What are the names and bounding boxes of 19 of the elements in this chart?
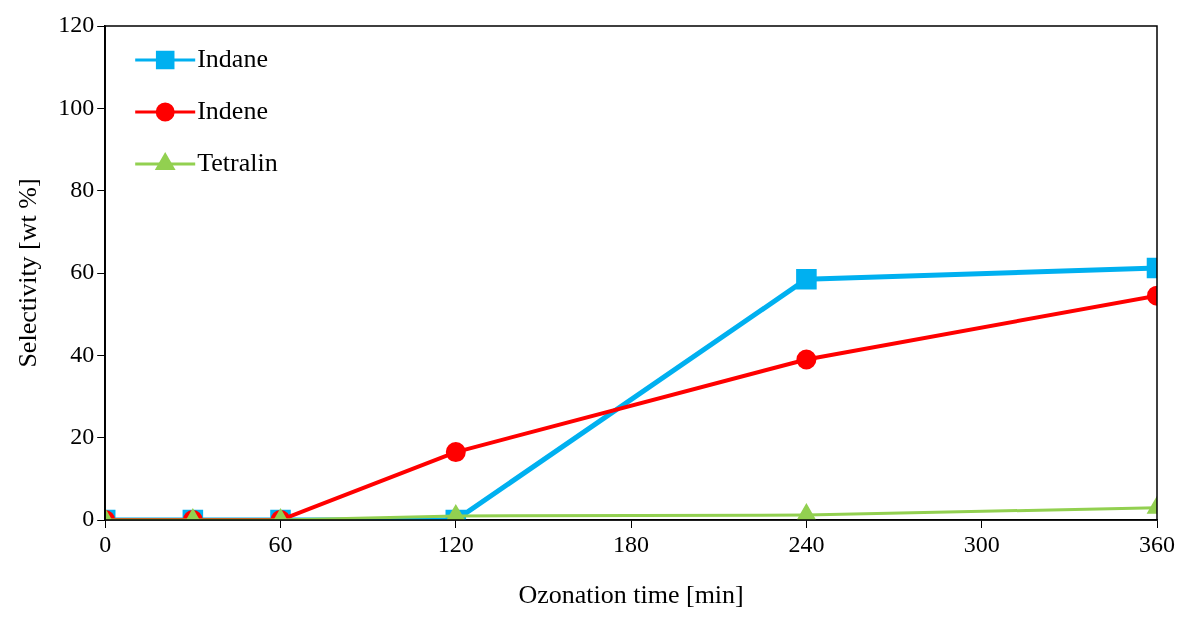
x-axis-title: Ozonation time [min] (518, 580, 744, 610)
legend-label: Tetralin (197, 147, 278, 177)
legend-label: Indene (197, 95, 268, 125)
y-tick-label: 100 (58, 93, 95, 120)
y-axis-title: Selectivity [wt %] (13, 178, 43, 368)
x-tick-label: 360 (1139, 530, 1175, 557)
y-tick-label: 40 (70, 340, 95, 367)
x-tick-label: 60 (268, 530, 293, 557)
y-tick-label: 80 (70, 175, 95, 202)
legend-label: Indane (197, 43, 268, 73)
y-tick-label: 60 (70, 258, 95, 285)
y-tick-label: 120 (58, 11, 95, 38)
x-tick-label: 180 (613, 530, 650, 557)
x-tick-label: 240 (788, 530, 825, 557)
x-tick-label: 300 (963, 530, 1000, 557)
x-tick-label: 120 (437, 530, 474, 557)
y-tick-label: 20 (70, 422, 95, 449)
y-tick-label: 0 (82, 505, 95, 532)
x-tick-label: 0 (99, 530, 112, 557)
